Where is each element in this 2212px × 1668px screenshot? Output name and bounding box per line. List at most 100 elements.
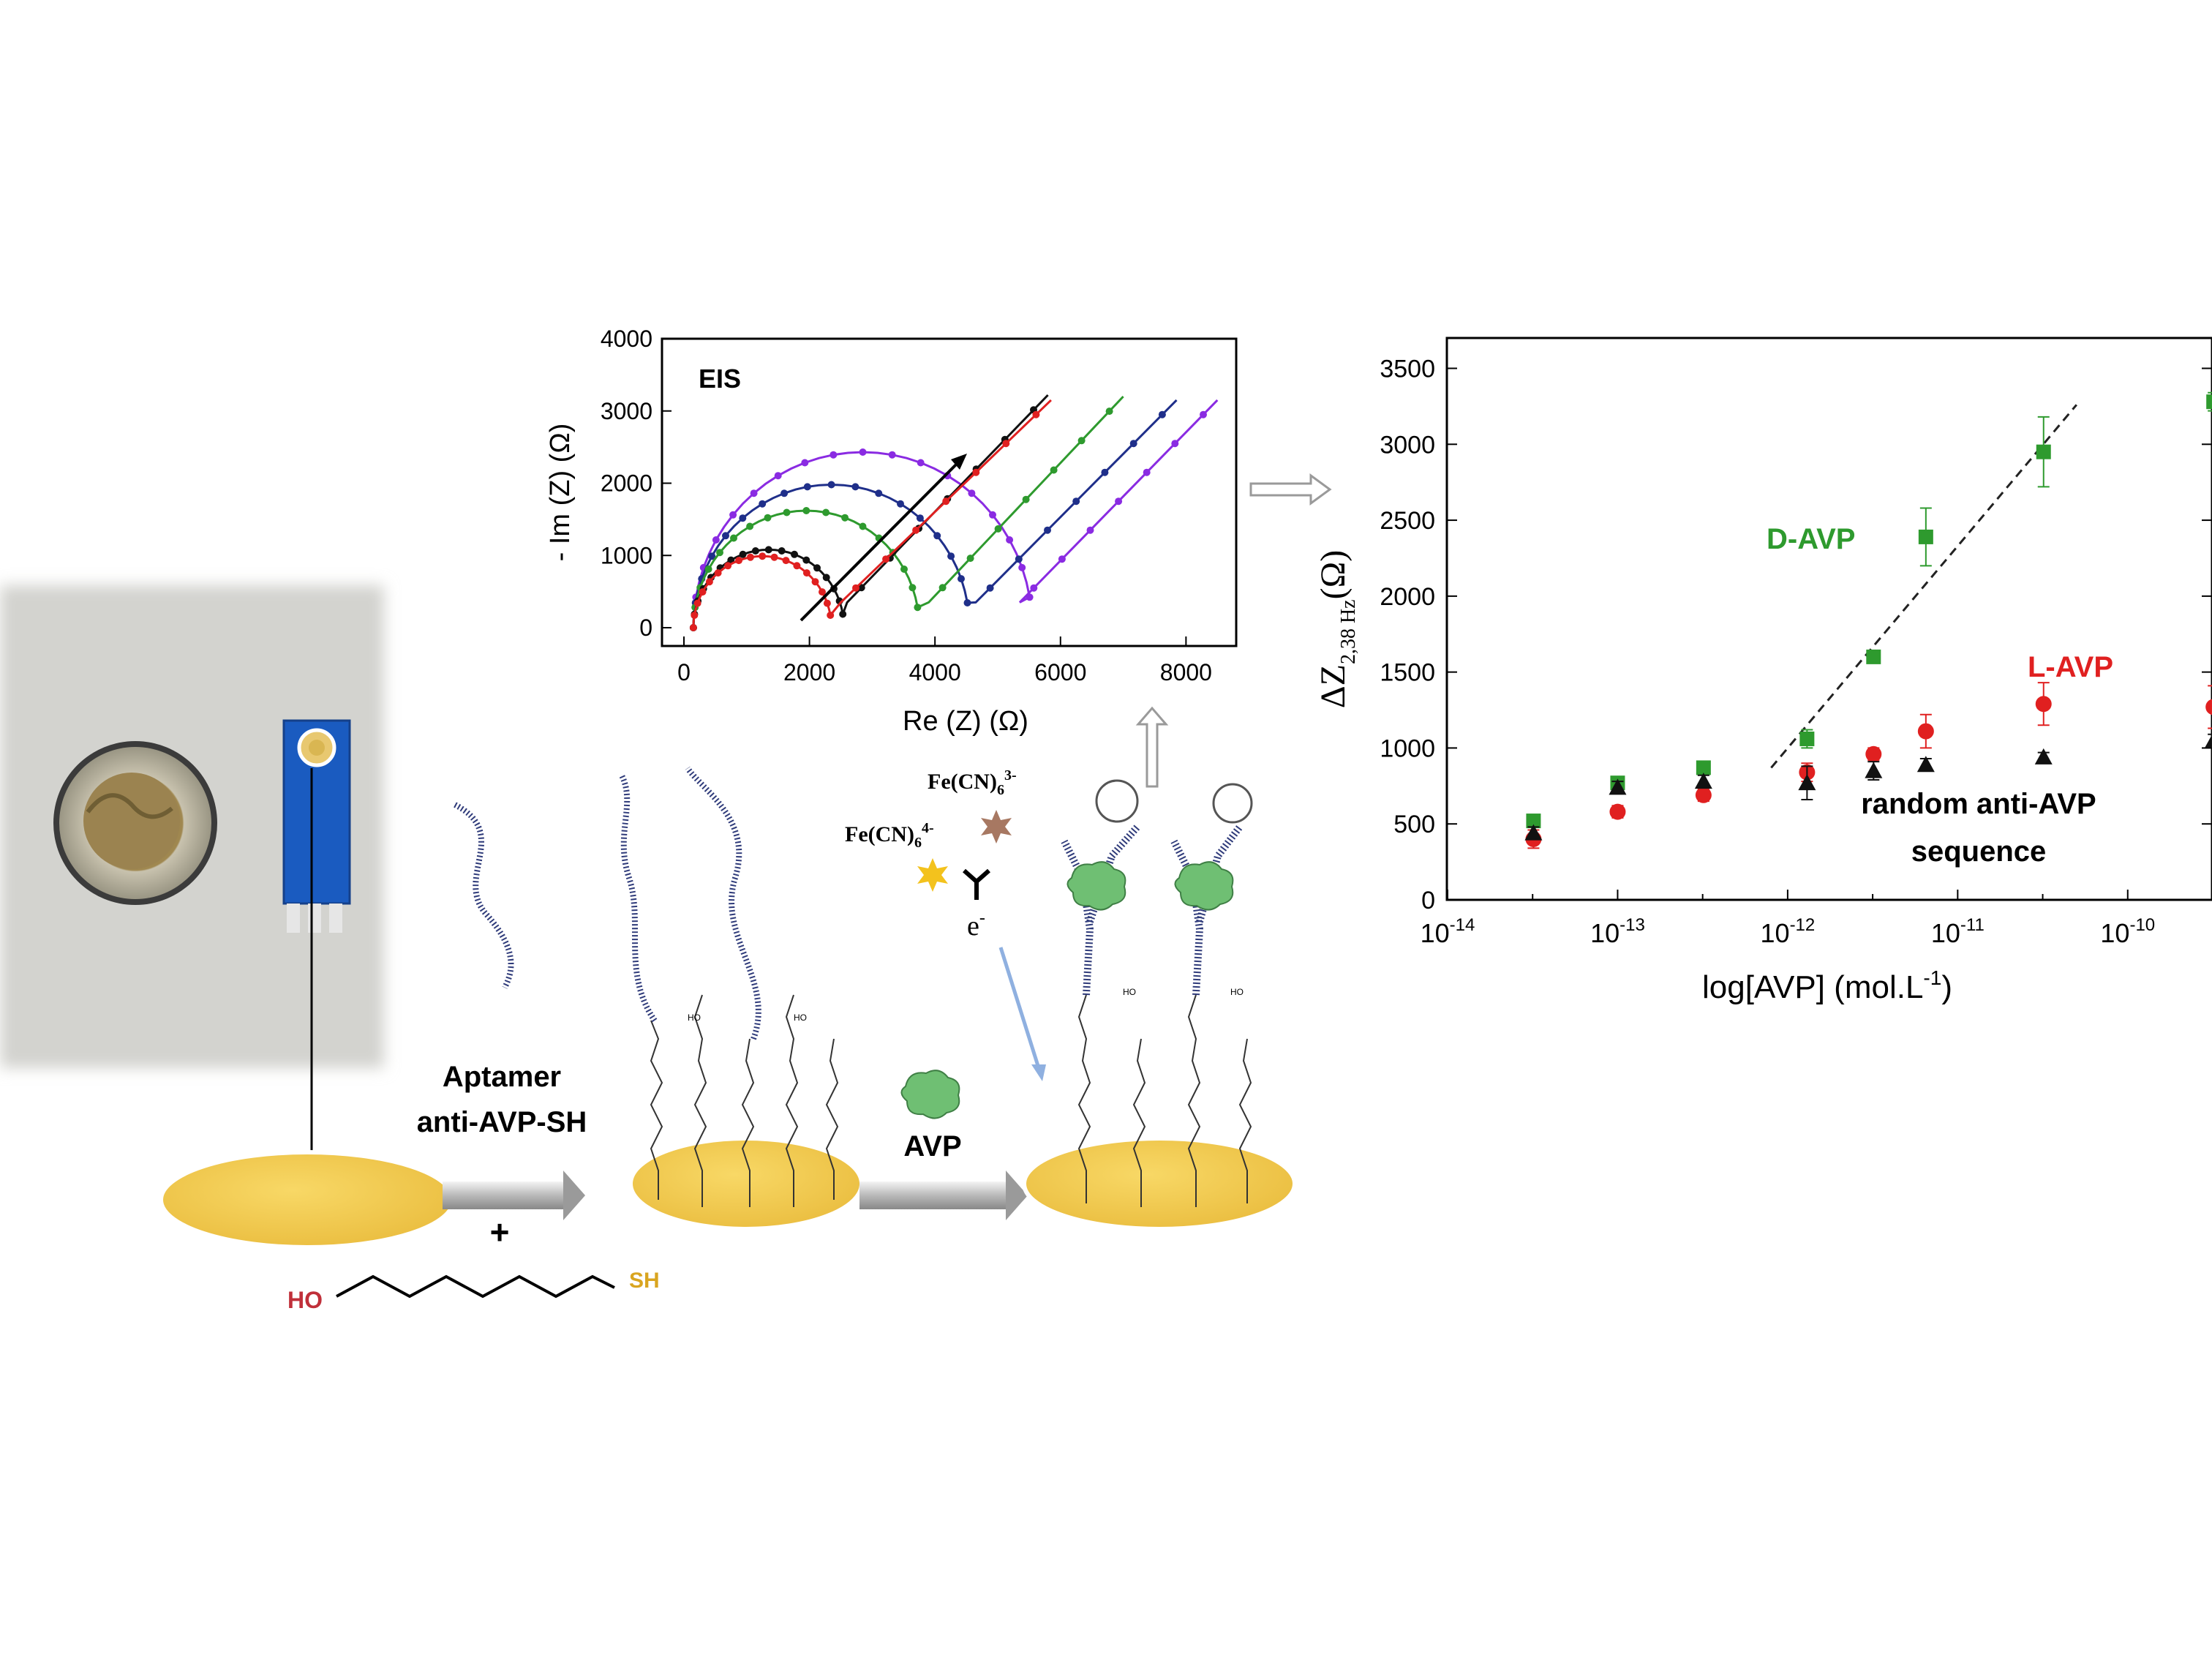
eis-point xyxy=(958,575,965,583)
eis-point xyxy=(972,468,980,476)
eis-point xyxy=(730,534,737,542)
eis-point xyxy=(714,569,722,577)
data-point-triangle-4 xyxy=(1865,762,1883,778)
eis-point xyxy=(830,451,838,459)
sam-chains-electrode-3 xyxy=(1077,994,1252,1207)
eis-y-tick-0: 0 xyxy=(639,615,652,641)
sam-ho-label-2: HO xyxy=(794,1013,807,1023)
data-point-triangle-3 xyxy=(1798,774,1816,791)
eis-point xyxy=(793,562,801,570)
svg-text:Fe(CN)63-: Fe(CN)63- xyxy=(928,767,1017,798)
eis-point xyxy=(1058,555,1066,563)
eis-point xyxy=(1006,536,1014,544)
aptamer-label-line2: anti-AVP-SH xyxy=(417,1106,587,1138)
eis-point xyxy=(1002,440,1010,448)
eis-point xyxy=(691,612,699,619)
gold-electrode-bare xyxy=(159,1150,456,1250)
eis-x-tick-0: 0 xyxy=(677,659,691,685)
eis-point xyxy=(735,557,742,565)
data-point-circle-4 xyxy=(1865,745,1882,762)
eis-point xyxy=(774,472,782,480)
eis-point xyxy=(750,489,758,497)
free-aptamer-strand xyxy=(454,802,514,989)
eis-point xyxy=(778,547,786,555)
eis-point xyxy=(782,557,790,565)
eis-point xyxy=(908,584,917,592)
eis-point xyxy=(916,514,924,522)
sam-ho-label-3: HO xyxy=(1123,987,1136,997)
eis-point xyxy=(1015,555,1023,563)
eis-point xyxy=(1050,466,1058,474)
eis-nyquist-plot: EIS Re (Z) (Ω) - Im (Z) (Ω) 0 2000 4000 600… xyxy=(545,326,1238,737)
eis-point xyxy=(875,489,883,497)
eis-point xyxy=(1030,584,1038,592)
chart-y-tick-0: 0 xyxy=(1421,887,1435,914)
eis-y-tick-4: 4000 xyxy=(601,326,652,352)
plus-sign: + xyxy=(490,1213,510,1251)
redox-probe-fe4: Fe(CN)64- xyxy=(845,820,948,892)
legend-l-avp: L-AVP xyxy=(2028,651,2113,683)
eis-point xyxy=(912,526,920,534)
eis-y-tick-2: 2000 xyxy=(601,470,652,497)
gold-electrode-bound xyxy=(1022,1136,1297,1231)
eis-point xyxy=(705,578,713,586)
eis-point xyxy=(802,569,810,577)
eis-point xyxy=(966,555,974,563)
eis-point xyxy=(759,500,767,508)
electron-transfer-icon xyxy=(963,868,990,900)
hollow-arrow-up xyxy=(1135,706,1169,788)
eis-point xyxy=(989,511,996,519)
eis-point xyxy=(851,483,859,491)
eis-x-tick-1: 2000 xyxy=(783,659,835,685)
fe3-sup: 3- xyxy=(1004,767,1017,784)
eis-impedance-curves xyxy=(689,394,1219,631)
data-point-square-7 xyxy=(2206,394,2212,410)
hollow-arrow-right xyxy=(1249,473,1332,506)
eis-point xyxy=(900,566,908,573)
eis-point xyxy=(859,448,867,456)
eis-y-tick-1: 1000 xyxy=(601,542,652,568)
eis-point xyxy=(986,584,994,592)
eis-point xyxy=(1022,495,1030,503)
thiol-label: SH xyxy=(629,1269,660,1293)
data-point-circle-2 xyxy=(1695,786,1712,803)
eis-point xyxy=(708,552,716,560)
eis-point xyxy=(914,604,922,612)
eis-point xyxy=(1105,407,1113,416)
data-point-triangle-2 xyxy=(1694,773,1712,789)
eis-point xyxy=(802,556,810,564)
fe4-sub: 6 xyxy=(914,835,922,851)
folded-aptamer-2 xyxy=(1170,783,1253,996)
eis-point xyxy=(746,553,754,561)
fe4-sup: 4- xyxy=(922,820,934,836)
data-point-triangle-5 xyxy=(1916,756,1935,773)
eis-point xyxy=(751,547,759,555)
data-point-square-2 xyxy=(1696,760,1711,775)
eis-point xyxy=(822,574,830,582)
chart-y-tick-1: 500 xyxy=(1393,811,1435,838)
data-point-circle-1 xyxy=(1609,803,1626,820)
eis-point xyxy=(704,566,712,573)
eis-point xyxy=(811,578,819,586)
eis-point xyxy=(801,459,809,467)
eis-point xyxy=(802,507,810,514)
chart-y-axis-label: ΔZ2,38 Hz(Ω) xyxy=(1314,550,1360,708)
data-point-square-4 xyxy=(1866,649,1881,664)
eis-x-axis-label: Re (Z) (Ω) xyxy=(903,706,1028,737)
eis-point xyxy=(968,489,976,497)
data-point-triangle-1 xyxy=(1609,778,1627,795)
eis-point xyxy=(819,588,826,596)
avp-molecule-free xyxy=(900,1070,960,1119)
eis-point xyxy=(739,550,747,558)
eis-point xyxy=(1026,593,1034,601)
eis-point xyxy=(803,483,811,491)
photo-coin-electrode xyxy=(0,585,384,1068)
eis-point xyxy=(693,599,701,607)
eis-x-tick-4: 8000 xyxy=(1160,659,1212,685)
eis-point xyxy=(859,522,867,530)
eis-point xyxy=(822,508,830,516)
fit-line xyxy=(1770,404,2077,769)
eis-point xyxy=(938,584,947,592)
fe3-formula: Fe(CN) xyxy=(928,770,997,794)
chart-y-tick-2: 1000 xyxy=(1380,735,1435,762)
